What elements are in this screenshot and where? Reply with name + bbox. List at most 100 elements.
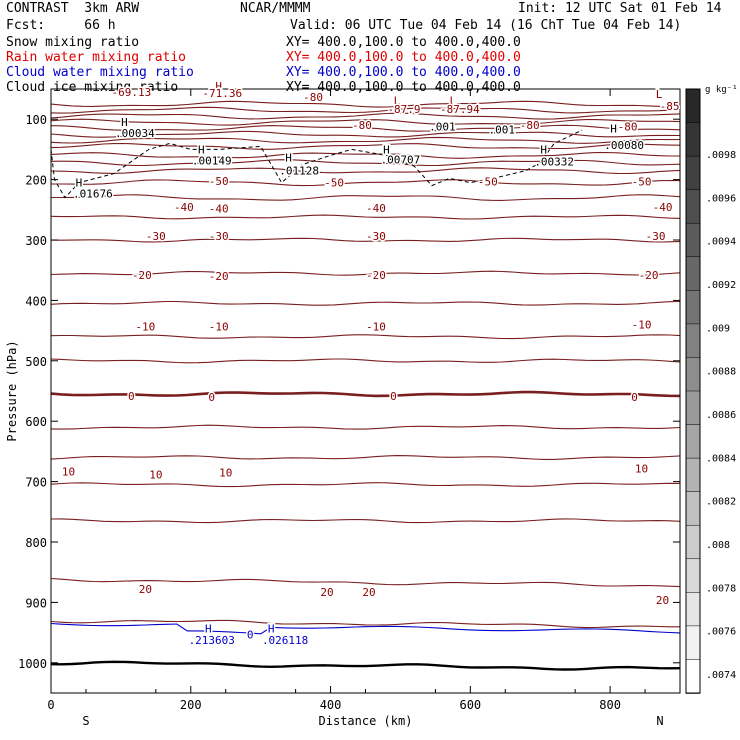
contour-label: -30 (646, 230, 666, 243)
contour-label: H (610, 122, 617, 135)
contour-label: .00332 (534, 155, 574, 168)
forecast-hour: Fcst: 66 h (6, 18, 116, 33)
cloud-water-contour (50, 622, 681, 635)
y-tick-label: 800 (25, 536, 47, 550)
contour-label: -10 (632, 319, 652, 332)
field-xy-cloud-ice: XY= 400.0,100.0 to 400.0,400.0 (286, 80, 521, 95)
y-tick-label: 700 (25, 476, 47, 490)
y-tick-label: 600 (25, 415, 47, 429)
contour-label: 10 (635, 462, 648, 475)
contour-label: .026118 (262, 634, 308, 647)
contour-label: -30 (209, 230, 229, 243)
contour-label: -85 (660, 100, 680, 113)
contour-label: -30 (366, 230, 386, 243)
colorbar-label: .0082 (706, 497, 736, 508)
colorbar-segment (685, 357, 701, 392)
colorbar-segment (685, 122, 701, 157)
field-name-cloud-ice: Cloud ice mixing ratio (6, 80, 179, 95)
contour-label: H (268, 622, 275, 635)
colorbar-label: .009 (706, 323, 730, 334)
contour-label: .00149 (192, 154, 232, 167)
colorbar-segment (685, 659, 701, 694)
colorbar-label: .0088 (706, 367, 736, 378)
x-endpoint-right: N (656, 714, 663, 728)
contour-label: -80 (303, 91, 323, 104)
contour-label: -80 (618, 120, 638, 133)
colorbar-segment (685, 424, 701, 459)
colorbar-segment (685, 155, 701, 191)
contour-line (50, 518, 681, 524)
contour-label: -50 (209, 175, 229, 188)
contour-label: 20 (656, 594, 669, 607)
contour-line (50, 455, 681, 460)
field-name-cloud-water: Cloud water mixing ratio (6, 65, 194, 80)
contour-line (50, 390, 681, 398)
contour-label: .001 (489, 123, 516, 136)
field-xy-cloud-water: XY= 400.0,100.0 to 400.0,400.0 (286, 65, 521, 80)
contour-line (50, 214, 681, 220)
colorbar-label: .0098 (706, 150, 736, 161)
x-tick-label: 0 (47, 698, 54, 712)
x-tick-label: 600 (459, 698, 481, 712)
colorbar-segment (685, 88, 701, 124)
contour-label: 0 (128, 390, 135, 403)
contour-label: L (450, 94, 457, 107)
x-tick-label: 200 (180, 698, 202, 712)
contour-label: .01128 (279, 165, 319, 178)
y-tick-label: 300 (25, 234, 47, 248)
contour-line (50, 482, 681, 488)
contour-line (50, 142, 681, 150)
contour-label: 10 (149, 468, 162, 481)
contour-line (50, 112, 681, 120)
contour-label: H (76, 177, 83, 190)
colorbar-segment (685, 592, 701, 627)
contour-line (50, 100, 681, 108)
contour-label: -40 (209, 203, 229, 216)
colorbar-label: .0086 (706, 410, 736, 421)
init-time: Init: 12 UTC Sat 01 Feb 14 (518, 1, 722, 16)
contour-label: 10 (62, 465, 75, 478)
colorbar-frame (685, 88, 701, 694)
contour-label: 20 (362, 586, 375, 599)
contour-label: -20 (209, 270, 229, 283)
contour-label: -10 (209, 320, 229, 333)
colorbar-segment (685, 323, 701, 359)
contour-label: -20 (639, 269, 659, 282)
colorbar-segment (685, 290, 701, 325)
contour-label: -10 (366, 320, 386, 333)
contour-line (50, 300, 681, 306)
x-endpoint-left: S (82, 714, 89, 728)
contour-label: 0 (390, 390, 397, 403)
colorbar-segment (685, 390, 701, 426)
contour-line (50, 151, 680, 159)
colorbar-segment (685, 625, 701, 661)
contour-label: 20 (320, 586, 333, 599)
y-axis-label: Pressure (hPa) (5, 340, 19, 441)
field-xy-snow: XY= 400.0,100.0 to 400.0,400.0 (286, 35, 521, 50)
contour-label: H (198, 143, 205, 156)
colorbar-segment (685, 491, 701, 526)
colorbar-segment (685, 558, 701, 594)
contour-label: .00707 (381, 154, 421, 167)
colorbar-segment (685, 256, 701, 292)
contour-label: -71.36 (202, 87, 242, 100)
colorbar-segment (685, 524, 701, 560)
contour-line (50, 237, 681, 243)
contour-line (50, 118, 681, 126)
contour-label: H (205, 622, 212, 635)
contour-label: .001 (429, 120, 456, 133)
contour-label: -69.13 (111, 86, 151, 99)
colorbar-segment (685, 189, 701, 224)
x-axis-label: Distance (km) (319, 714, 413, 728)
contour-label: -40 (653, 201, 673, 214)
contour-label: -20 (366, 269, 386, 282)
contour-label: -50 (632, 175, 652, 188)
contour-label: -30 (146, 230, 166, 243)
colorbar-label: .0092 (706, 280, 736, 291)
y-tick-label: 1000 (18, 657, 47, 671)
field-name-rain: Rain water mixing ratio (6, 50, 187, 65)
plot-frame (50, 88, 681, 694)
contour-line (50, 334, 681, 340)
contour-label: -10 (135, 320, 155, 333)
contour-line (50, 130, 681, 138)
